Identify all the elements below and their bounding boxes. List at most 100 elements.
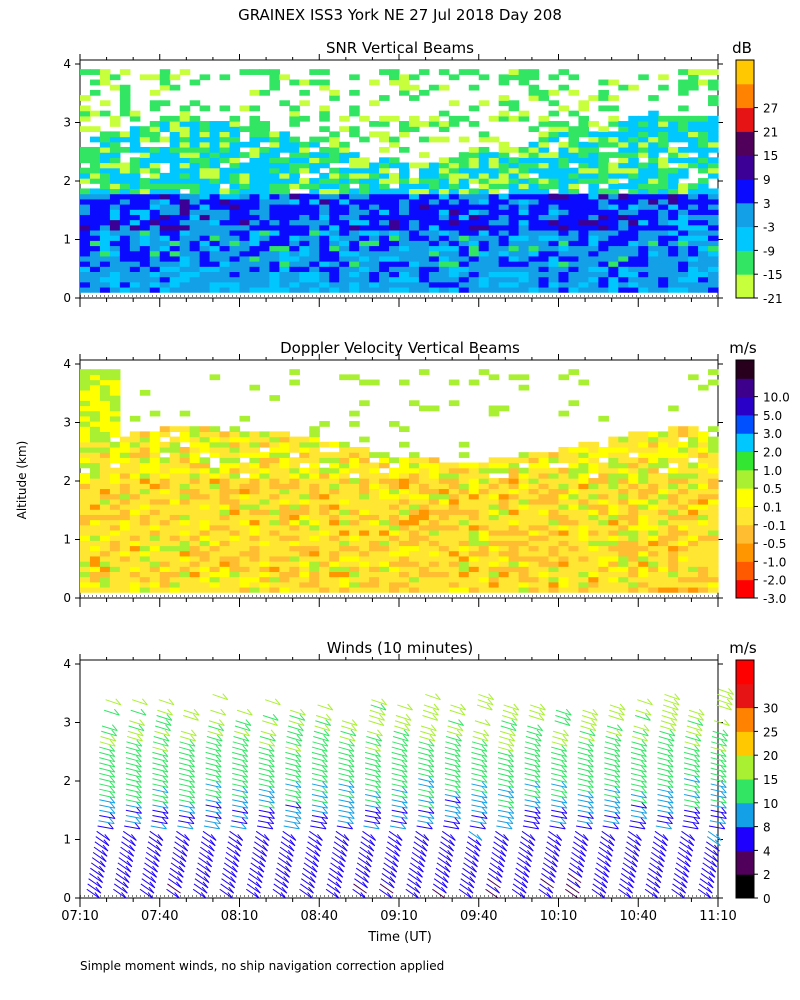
snr-cell xyxy=(379,131,390,138)
doppler-cell xyxy=(209,472,221,479)
snr-cell xyxy=(289,286,300,293)
doppler-cell xyxy=(359,504,370,510)
snr-cell xyxy=(578,193,590,200)
doppler-cell xyxy=(399,571,410,578)
doppler-cell xyxy=(279,540,290,547)
snr-cell xyxy=(359,204,370,210)
doppler-cell xyxy=(558,467,570,474)
doppler-cell xyxy=(369,571,380,578)
snr-cell xyxy=(369,261,380,267)
snr-cell xyxy=(678,245,689,252)
doppler-cell xyxy=(339,524,350,531)
doppler-cell xyxy=(399,555,410,562)
doppler-cell xyxy=(179,550,191,557)
snr-cell xyxy=(99,271,111,278)
y-tick-label: 2 xyxy=(63,474,71,488)
snr-cell xyxy=(379,266,390,273)
doppler-cell xyxy=(239,555,251,562)
wind-barb-feather xyxy=(263,834,270,841)
doppler-cell xyxy=(189,462,201,469)
snr-cell xyxy=(349,214,360,221)
wind-barb xyxy=(232,762,248,768)
snr-cell xyxy=(518,255,530,262)
doppler-cell xyxy=(139,545,151,552)
doppler-cell xyxy=(319,478,330,484)
doppler-cell xyxy=(319,555,330,562)
wind-barb xyxy=(125,751,142,758)
wind-barb xyxy=(117,862,132,873)
snr-cell xyxy=(508,266,520,273)
snr-cell xyxy=(149,172,161,179)
doppler-cell xyxy=(389,571,400,578)
snr-cell xyxy=(279,162,290,169)
snr-cell xyxy=(279,266,290,273)
snr-cell xyxy=(568,261,580,267)
doppler-cell xyxy=(408,561,420,567)
wind-barb xyxy=(285,741,302,747)
snr-cell xyxy=(169,126,181,133)
snr-cell xyxy=(159,235,171,241)
doppler-cell xyxy=(648,524,659,531)
snr-cell xyxy=(109,271,121,278)
doppler-cell xyxy=(80,576,91,583)
doppler-cell xyxy=(548,545,560,552)
wind-barb-feather xyxy=(189,739,196,747)
doppler-cell xyxy=(339,457,350,464)
doppler-cell xyxy=(259,483,271,490)
wind-barb xyxy=(258,762,275,768)
snr-cell xyxy=(139,167,151,174)
snr-cell xyxy=(359,198,370,205)
snr-cell xyxy=(628,126,639,133)
doppler-cell xyxy=(528,581,540,588)
snr-cell xyxy=(468,235,480,241)
wind-barb xyxy=(330,862,344,873)
snr-cell xyxy=(548,126,560,133)
wind-barb xyxy=(205,772,222,778)
doppler-cell xyxy=(209,478,221,484)
snr-cell xyxy=(688,245,699,252)
doppler-cell xyxy=(408,488,420,495)
doppler-cell xyxy=(329,550,340,557)
doppler-cell xyxy=(548,483,560,490)
wind-barb xyxy=(221,878,235,889)
doppler-cell xyxy=(608,586,619,593)
doppler-cell xyxy=(109,561,121,567)
snr-cell xyxy=(149,240,161,247)
snr-cell xyxy=(568,229,580,236)
snr-cell xyxy=(299,250,310,257)
wind-barb-feather xyxy=(242,786,249,794)
wind-barb xyxy=(178,804,195,809)
snr-cell xyxy=(219,167,231,174)
snr-cell xyxy=(199,250,211,257)
snr-cell xyxy=(189,204,201,210)
snr-cell xyxy=(199,235,211,241)
doppler-cell xyxy=(109,426,121,433)
doppler-cell xyxy=(119,540,131,547)
snr-cell xyxy=(379,240,390,247)
snr-cell xyxy=(89,261,101,267)
wind-barb xyxy=(142,873,157,884)
snr-cell xyxy=(309,204,320,210)
doppler-cell xyxy=(269,483,280,490)
snr-cell xyxy=(508,261,520,267)
snr-cell xyxy=(179,121,191,127)
doppler-cell xyxy=(518,550,530,557)
doppler-cell xyxy=(189,498,201,505)
doppler-cell xyxy=(89,509,101,515)
snr-cell xyxy=(189,245,201,252)
doppler-cell xyxy=(568,478,580,484)
doppler-cell xyxy=(568,514,580,521)
doppler-cell xyxy=(708,462,719,469)
snr-cell xyxy=(199,157,211,164)
snr-cell xyxy=(588,266,599,273)
snr-cell xyxy=(458,136,470,143)
doppler-cell xyxy=(139,446,151,453)
wind-barb xyxy=(120,846,134,857)
doppler-cell xyxy=(229,457,241,464)
snr-cell xyxy=(498,214,510,221)
doppler-cell xyxy=(458,566,470,573)
y-tick-label: 3 xyxy=(63,416,71,430)
snr-cell xyxy=(518,79,530,86)
wind-barb-feather xyxy=(242,776,249,783)
doppler-cell xyxy=(189,535,201,541)
